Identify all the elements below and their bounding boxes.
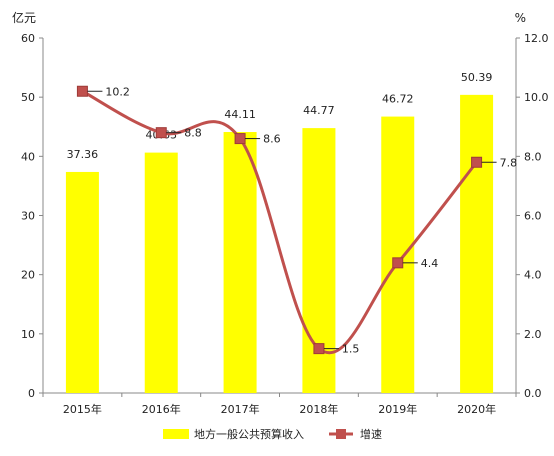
bar [460,94,494,394]
bar [381,116,415,393]
right-tick-label: 8.0 [524,150,542,163]
legend-bar-swatch [163,429,189,439]
bar-data-label: 46.72 [382,93,414,106]
left-tick-label: 60 [21,32,35,45]
line-data-label: 1.5 [342,343,360,356]
right-tick-label: 12.0 [524,32,549,45]
right-tick-label: 0.0 [524,387,542,400]
right-tick-label: 10.0 [524,91,549,104]
left-tick-label: 30 [21,210,35,223]
left-tick-label: 10 [21,328,35,341]
line-data-label: 8.6 [263,133,281,146]
line-marker [392,257,404,269]
left-axis-unit: 亿元 [12,10,36,25]
bar [65,171,99,393]
line-marker [76,85,88,97]
x-tick-label: 2018年 [299,402,338,416]
legend-line-marker [336,429,346,439]
left-tick-label: 20 [21,269,35,282]
bar-data-label: 37.36 [67,148,99,161]
line-marker [313,343,325,355]
left-tick-label: 0 [28,387,35,400]
legend-bar-label: 地方一般公共预算收入 [194,427,304,441]
left-tick-label: 40 [21,150,35,163]
line-data-label: 4.4 [421,257,439,270]
legend-line-label: 增速 [360,427,382,441]
x-tick-label: 2017年 [221,402,260,416]
right-axis-unit: % [515,11,526,25]
plot-area: 0 10 20 30 40 50 60 0.0 2.0 4.0 6.0 8.0 10.0 12.0 2015… [21,32,549,416]
right-tick-label: 2.0 [524,328,542,341]
x-tick-label: 2015年 [63,402,102,416]
right-tick-label: 4.0 [524,269,542,282]
left-tick-label: 50 [21,91,35,104]
line-data-label: 8.8 [184,127,202,140]
x-tick-label: 2019年 [378,402,417,416]
right-tick-label: 6.0 [524,210,542,223]
x-tick-label: 2020年 [457,402,496,416]
bar [223,132,257,393]
bar-data-label: 44.11 [224,108,256,121]
bar-data-label: 50.39 [461,71,493,84]
line-marker [155,127,167,139]
x-tick-label: 2016年 [142,402,181,416]
line-marker [471,156,483,168]
line-marker [234,133,246,145]
line-data-label: 10.2 [105,85,129,98]
bar-data-label: 44.77 [303,104,335,117]
growth-line [81,89,478,355]
legend: 地方一般公共预算收入 增速 [163,427,382,441]
bar [144,152,178,393]
line-data-label: 7.8 [500,156,518,169]
